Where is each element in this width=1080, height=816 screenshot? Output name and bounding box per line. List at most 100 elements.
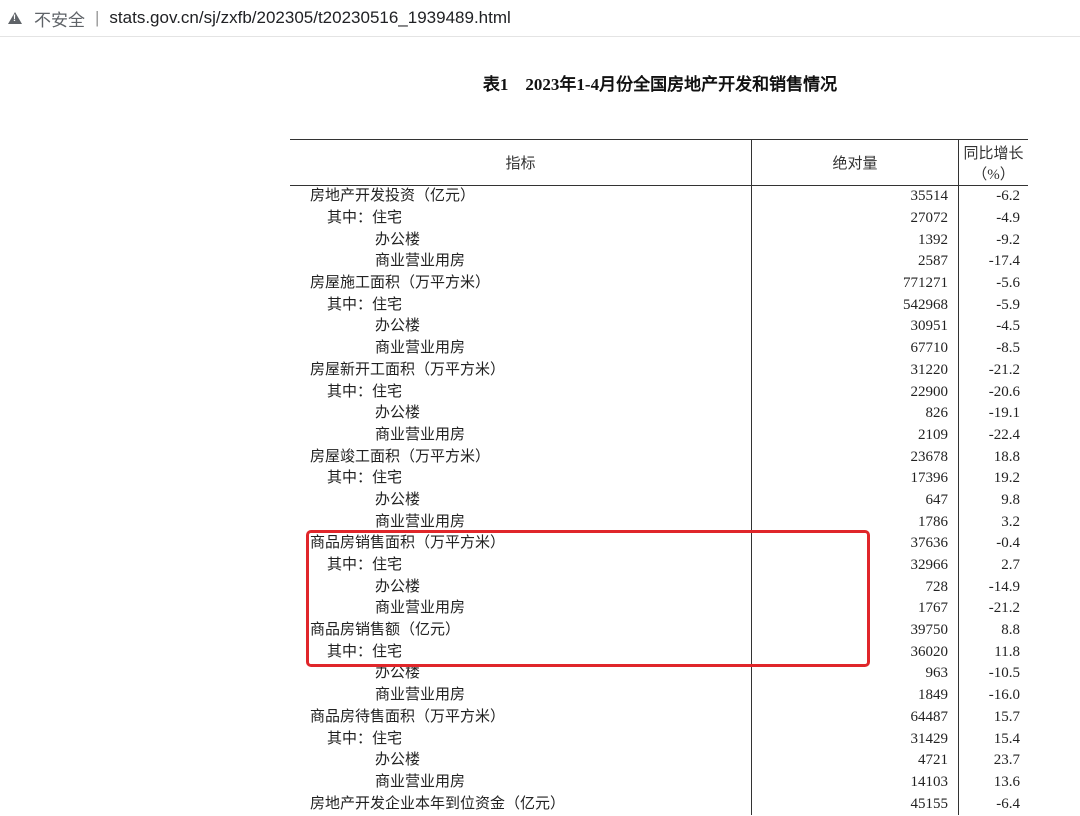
row-label: 商业营业用房 xyxy=(290,771,752,794)
row-value: 67710 xyxy=(751,337,959,360)
row-label: 房屋新开工面积（万平方米） xyxy=(290,359,752,382)
separator: | xyxy=(95,8,100,27)
table-row: 办公楼 647 9.8 xyxy=(290,489,1028,512)
table-row: 商品房销售面积（万平方米） 37636 -0.4 xyxy=(290,533,1028,555)
table-row: 房地产开发投资（亿元） 35514 -6.2 xyxy=(290,185,1028,208)
row-label: 房地产开发企业本年到位资金（亿元） xyxy=(290,793,752,815)
page-title: 表1 2023年1-4月份全国房地产开发和销售情况 xyxy=(482,75,838,94)
row-label: 办公楼 xyxy=(290,316,752,338)
row-label: 商品房销售额（亿元） xyxy=(290,619,752,642)
row-value: 64487 xyxy=(751,706,959,729)
table-row: 其中：住宅 31429 15.4 xyxy=(290,728,1028,750)
row-value: 23678 xyxy=(751,446,959,468)
row-value: 27072 xyxy=(751,207,959,230)
row-label: 商品房待售面积（万平方米） xyxy=(290,706,752,729)
table-row: 商品房待售面积（万平方米） 64487 15.7 xyxy=(290,706,1028,729)
row-label: 其中：住宅 xyxy=(290,467,752,490)
address-bar[interactable]: 不安全 | stats.gov.cn/sj/zxfb/202305/t20230… xyxy=(0,0,1080,37)
row-growth: 23.7 xyxy=(993,752,1020,769)
row-value: 647 xyxy=(751,489,959,512)
row-value: 771271 xyxy=(751,272,959,295)
row-growth: -4.9 xyxy=(996,210,1020,227)
row-label: 办公楼 xyxy=(290,576,752,599)
row-label: 商业营业用房 xyxy=(290,598,752,620)
table-row: 其中：住宅 542968 -5.9 xyxy=(290,294,1028,317)
row-growth: -8.5 xyxy=(996,340,1020,357)
table-row: 其中：住宅 22900 -20.6 xyxy=(290,381,1028,403)
row-growth: -5.9 xyxy=(996,296,1020,313)
table-row: 商业营业用房 1767 -21.2 xyxy=(290,598,1028,620)
row-value: 2109 xyxy=(751,424,959,447)
row-value: 22900 xyxy=(751,381,959,403)
header-growth: 同比增长（%） xyxy=(958,139,1028,186)
row-value: 31429 xyxy=(751,728,959,750)
row-value: 1849 xyxy=(751,684,959,707)
row-growth: -16.0 xyxy=(988,687,1020,704)
row-growth: 19.2 xyxy=(993,470,1020,487)
row-value: 963 xyxy=(751,663,959,685)
row-growth: -5.6 xyxy=(996,275,1020,292)
row-value: 542968 xyxy=(751,294,959,317)
row-growth: 3.2 xyxy=(1001,513,1020,530)
row-label: 商业营业用房 xyxy=(290,337,752,360)
row-label: 办公楼 xyxy=(290,402,752,425)
header-indicator: 指标 xyxy=(290,139,752,186)
table-row: 商业营业用房 2109 -22.4 xyxy=(290,424,1028,447)
table-row: 办公楼 30951 -4.5 xyxy=(290,316,1028,338)
table-row: 商品房销售额（亿元） 39750 8.8 xyxy=(290,619,1028,642)
row-growth: -6.4 xyxy=(996,795,1020,812)
row-growth: 15.4 xyxy=(993,730,1020,747)
row-label: 其中：住宅 xyxy=(290,381,752,403)
row-value: 826 xyxy=(751,402,959,425)
row-growth: -20.6 xyxy=(988,383,1020,400)
row-label: 房屋竣工面积（万平方米） xyxy=(290,446,752,468)
row-growth: 15.7 xyxy=(993,708,1020,725)
security-label[interactable]: 不安全 xyxy=(34,10,85,30)
row-value: 1767 xyxy=(751,598,959,620)
row-value: 45155 xyxy=(751,793,959,815)
row-label: 商品房销售面积（万平方米） xyxy=(290,533,752,555)
row-growth: 13.6 xyxy=(993,773,1020,790)
row-value: 32966 xyxy=(751,554,959,577)
row-growth: -10.5 xyxy=(988,665,1020,682)
url-text[interactable]: stats.gov.cn/sj/zxfb/202305/t20230516_19… xyxy=(109,8,511,27)
row-value: 37636 xyxy=(751,533,959,555)
table-row: 商业营业用房 67710 -8.5 xyxy=(290,337,1028,360)
row-value: 31220 xyxy=(751,359,959,382)
table-row: 商业营业用房 1786 3.2 xyxy=(290,511,1028,533)
row-value: 36020 xyxy=(751,641,959,664)
row-label: 商业营业用房 xyxy=(290,511,752,533)
row-growth: -22.4 xyxy=(988,426,1020,443)
header-absolute: 绝对量 xyxy=(751,139,959,186)
table-row: 办公楼 728 -14.9 xyxy=(290,576,1028,599)
data-table: 指标 绝对量 同比增长（%） 房地产开发投资（亿元） 35514 -6.2 其中：住宅… xyxy=(290,139,1028,815)
row-growth: 2.7 xyxy=(1001,557,1020,574)
warning-icon[interactable] xyxy=(8,12,22,24)
row-label: 办公楼 xyxy=(290,749,752,772)
table-row: 办公楼 1392 -9.2 xyxy=(290,229,1028,252)
table-row: 房地产开发企业本年到位资金（亿元） 45155 -6.4 xyxy=(290,793,1028,815)
row-growth: -21.2 xyxy=(988,600,1020,617)
row-value: 4721 xyxy=(751,749,959,772)
table-row: 房屋竣工面积（万平方米） 23678 18.8 xyxy=(290,446,1028,468)
row-value: 14103 xyxy=(751,771,959,794)
row-label: 商业营业用房 xyxy=(290,684,752,707)
table-row: 办公楼 963 -10.5 xyxy=(290,663,1028,685)
row-label: 其中：住宅 xyxy=(290,207,752,230)
table-row: 其中：住宅 27072 -4.9 xyxy=(290,207,1028,230)
row-value: 35514 xyxy=(751,185,959,208)
row-value: 1786 xyxy=(751,511,959,533)
row-label: 商业营业用房 xyxy=(290,424,752,447)
table-row: 商业营业用房 1849 -16.0 xyxy=(290,684,1028,707)
row-label: 办公楼 xyxy=(290,229,752,252)
row-label: 其中：住宅 xyxy=(290,554,752,577)
table-row: 商业营业用房 2587 -17.4 xyxy=(290,251,1028,273)
row-value: 17396 xyxy=(751,467,959,490)
table-row: 其中：住宅 36020 11.8 xyxy=(290,641,1028,664)
row-label: 其中：住宅 xyxy=(290,728,752,750)
table-row: 商业营业用房 14103 13.6 xyxy=(290,771,1028,794)
row-value: 39750 xyxy=(751,619,959,642)
row-value: 728 xyxy=(751,576,959,599)
row-label: 办公楼 xyxy=(290,489,752,512)
row-growth: -0.4 xyxy=(996,535,1020,552)
